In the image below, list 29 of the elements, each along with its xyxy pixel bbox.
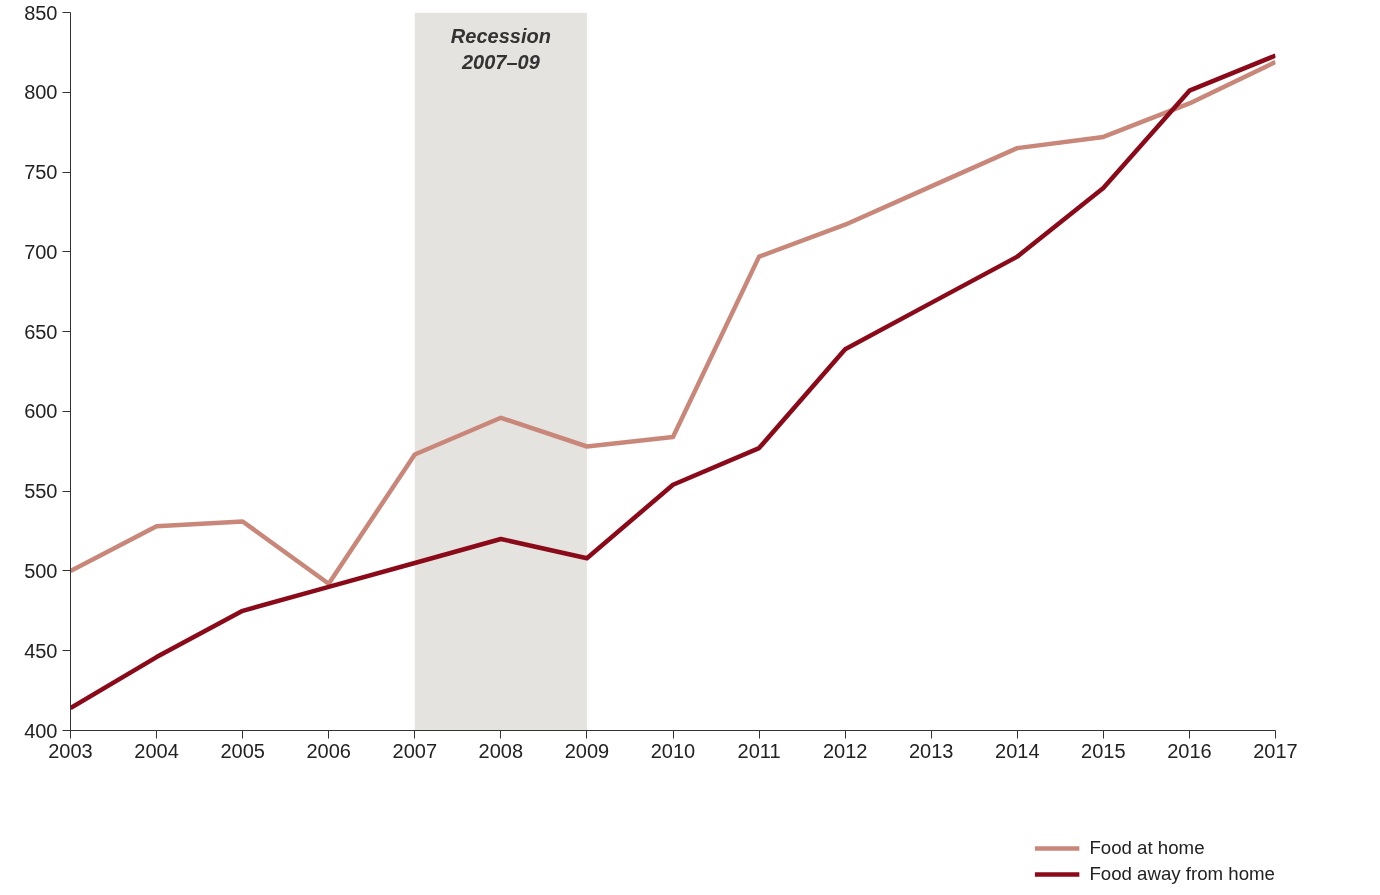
x-tick-label: 2015 [1081,739,1126,762]
y-tick-label: 800 [24,81,58,104]
y-tick-label: 850 [24,1,58,24]
x-tick-label: 2003 [48,739,93,762]
legend-label: Food at home [1089,837,1205,859]
x-tick-label: 2013 [908,739,954,762]
line-series [70,53,1276,711]
y-tick-label: 550 [24,480,58,503]
y-tick-label: 450 [24,639,58,662]
x-tick-label: 2008 [478,739,524,762]
y-tick-label: 600 [24,400,58,423]
y-tick-label: 650 [24,320,58,343]
x-tick-label: 2011 [737,739,781,762]
x-tick-label: 2014 [995,739,1040,762]
x-tick-label: 2010 [650,739,696,762]
x-tick-label: 2017 [1253,739,1298,762]
x-tick-label: 2006 [306,739,351,762]
x-tick-label: 2005 [220,739,265,762]
x-tick-label: 2012 [822,739,868,762]
x-tick-label: 2016 [1167,739,1212,762]
x-tick-label: 2004 [134,739,179,762]
band-label: Recession 2007–09 [450,24,551,73]
y-tick-label: 500 [24,559,58,582]
y-tick-label: 400 [24,719,58,742]
y-tick-label: 700 [24,240,58,263]
legend-label: Food away from home [1089,863,1275,885]
y-tick-label: 750 [24,161,58,184]
x-tick-label: 2007 [392,739,438,762]
x-tick-label: 2009 [564,739,610,762]
